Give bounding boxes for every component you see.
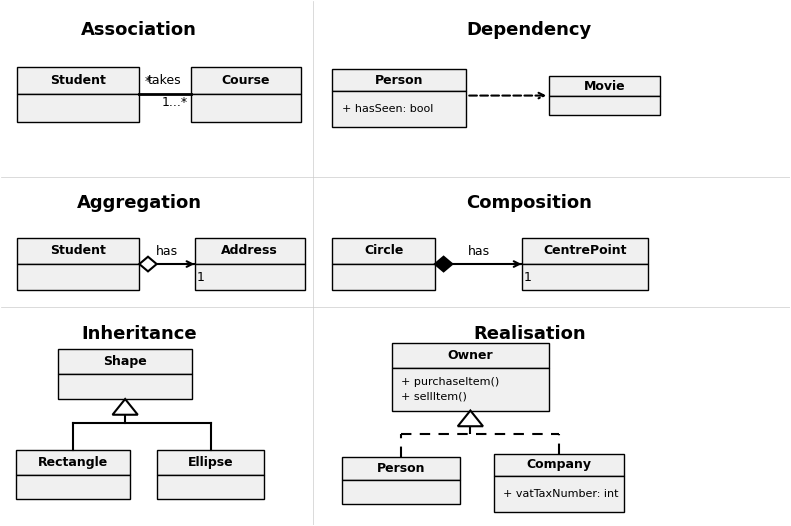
- FancyBboxPatch shape: [16, 450, 130, 474]
- Text: Owner: Owner: [448, 349, 494, 362]
- FancyBboxPatch shape: [157, 450, 264, 474]
- Text: Realisation: Realisation: [473, 325, 586, 342]
- Text: Student: Student: [51, 74, 106, 87]
- Text: Composition: Composition: [467, 194, 592, 212]
- FancyBboxPatch shape: [332, 92, 467, 127]
- Text: Inheritance: Inheritance: [81, 325, 197, 342]
- Text: 1: 1: [524, 271, 532, 285]
- FancyBboxPatch shape: [195, 238, 305, 264]
- Text: *: *: [145, 75, 151, 88]
- FancyBboxPatch shape: [195, 264, 305, 290]
- Text: + hasSeen: bool: + hasSeen: bool: [342, 104, 433, 114]
- Text: + purchaseItem(): + purchaseItem(): [401, 378, 499, 388]
- Text: Aggregation: Aggregation: [77, 194, 202, 212]
- Text: Person: Person: [377, 462, 426, 475]
- Polygon shape: [458, 411, 483, 426]
- Polygon shape: [139, 257, 157, 271]
- FancyBboxPatch shape: [392, 368, 549, 411]
- Text: + sellItem(): + sellItem(): [401, 391, 467, 401]
- FancyBboxPatch shape: [157, 474, 264, 500]
- Text: Student: Student: [51, 245, 106, 257]
- FancyBboxPatch shape: [549, 76, 660, 96]
- Text: Movie: Movie: [584, 79, 625, 93]
- FancyBboxPatch shape: [17, 264, 139, 290]
- Text: Company: Company: [527, 459, 592, 471]
- FancyBboxPatch shape: [342, 457, 460, 480]
- FancyBboxPatch shape: [332, 69, 467, 92]
- FancyBboxPatch shape: [59, 374, 192, 399]
- Text: Course: Course: [221, 74, 270, 87]
- Text: Person: Person: [375, 74, 424, 87]
- FancyBboxPatch shape: [521, 238, 648, 264]
- Text: Dependency: Dependency: [467, 21, 592, 39]
- Text: Address: Address: [221, 245, 278, 257]
- FancyBboxPatch shape: [17, 94, 139, 122]
- FancyBboxPatch shape: [521, 264, 648, 290]
- Text: Circle: Circle: [364, 245, 403, 257]
- Polygon shape: [112, 399, 138, 414]
- FancyBboxPatch shape: [342, 480, 460, 504]
- Text: Ellipse: Ellipse: [187, 456, 233, 469]
- FancyBboxPatch shape: [392, 342, 549, 368]
- FancyBboxPatch shape: [16, 474, 130, 500]
- Text: CentrePoint: CentrePoint: [543, 245, 626, 257]
- FancyBboxPatch shape: [494, 476, 624, 511]
- Text: has: has: [156, 245, 178, 258]
- Text: takes: takes: [148, 74, 181, 87]
- Text: 1...*: 1...*: [162, 96, 188, 108]
- Polygon shape: [435, 257, 452, 271]
- FancyBboxPatch shape: [17, 238, 139, 264]
- FancyBboxPatch shape: [332, 264, 435, 290]
- Text: Rectangle: Rectangle: [38, 456, 108, 469]
- Text: Shape: Shape: [104, 355, 147, 368]
- FancyBboxPatch shape: [191, 67, 301, 94]
- FancyBboxPatch shape: [191, 94, 301, 122]
- FancyBboxPatch shape: [17, 67, 139, 94]
- Text: 1: 1: [197, 271, 205, 285]
- FancyBboxPatch shape: [59, 349, 192, 374]
- FancyBboxPatch shape: [494, 454, 624, 476]
- Text: Association: Association: [81, 21, 197, 39]
- Text: + vatTaxNumber: int: + vatTaxNumber: int: [504, 489, 619, 499]
- FancyBboxPatch shape: [549, 96, 660, 115]
- FancyBboxPatch shape: [332, 238, 435, 264]
- Text: has: has: [468, 245, 490, 258]
